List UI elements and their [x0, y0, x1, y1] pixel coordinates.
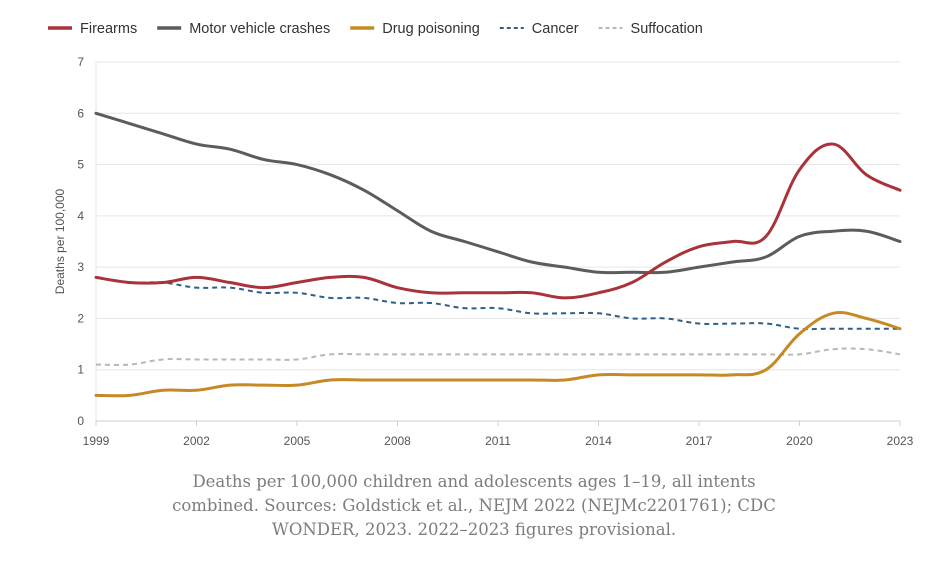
- chart-caption: Deaths per 100,000 children and adolesce…: [0, 470, 948, 542]
- series-line-drug-poisoning: [94, 311, 902, 398]
- caption-line-3: WONDER, 2023. 2022–2023 figures provisio…: [271, 520, 677, 539]
- series-line-firearms: [94, 142, 902, 300]
- x-tick-label: 2002: [183, 434, 210, 448]
- caption-line-2: combined. Sources: Goldstick et al., NEJ…: [172, 496, 776, 515]
- line-chart: 0 1 2 3 4 5 6 7 1999 2002 2005 2008 2011 2014 2017 2020…: [48, 21, 914, 448]
- legend-label-motor-vehicle-crashes: Motor vehicle crashes: [189, 21, 330, 37]
- x-tick-label: 2008: [384, 434, 411, 448]
- y-tick-label: 4: [77, 209, 84, 223]
- series-line-cancer: [95, 276, 900, 331]
- series-line-motor-vehicle-crashes: [94, 111, 902, 275]
- y-tick-label: 6: [77, 106, 84, 120]
- y-tick-label: 2: [77, 311, 84, 325]
- x-tick-label: 1999: [83, 434, 110, 448]
- caption-line-1: Deaths per 100,000 children and adolesce…: [192, 472, 756, 491]
- x-tick-label: 2017: [686, 434, 713, 448]
- y-axis-title: Deaths per 100,000: [53, 188, 67, 294]
- y-tick-label: 0: [77, 414, 84, 428]
- y-tick-label: 1: [77, 363, 84, 377]
- legend-label-drug-poisoning: Drug poisoning: [382, 21, 480, 37]
- x-tick-label: 2014: [585, 434, 612, 448]
- y-tick-label: 3: [77, 260, 84, 274]
- x-tick-label: 2011: [485, 434, 511, 448]
- y-tick-label: 5: [77, 158, 84, 172]
- series-line-suffocation: [95, 347, 901, 366]
- legend-label-firearms: Firearms: [80, 21, 137, 37]
- legend-label-suffocation: Suffocation: [631, 21, 703, 37]
- x-tick-label: 2020: [786, 434, 813, 448]
- chart-panel: 0 1 2 3 4 5 6 7 1999 2002 2005 2008 2011 2014 2017 2020…: [20, 0, 928, 460]
- x-tick-label: 2005: [284, 434, 311, 448]
- y-tick-label: 7: [77, 55, 84, 69]
- legend-label-cancer: Cancer: [532, 21, 579, 37]
- x-tick-label: 2023: [887, 434, 914, 448]
